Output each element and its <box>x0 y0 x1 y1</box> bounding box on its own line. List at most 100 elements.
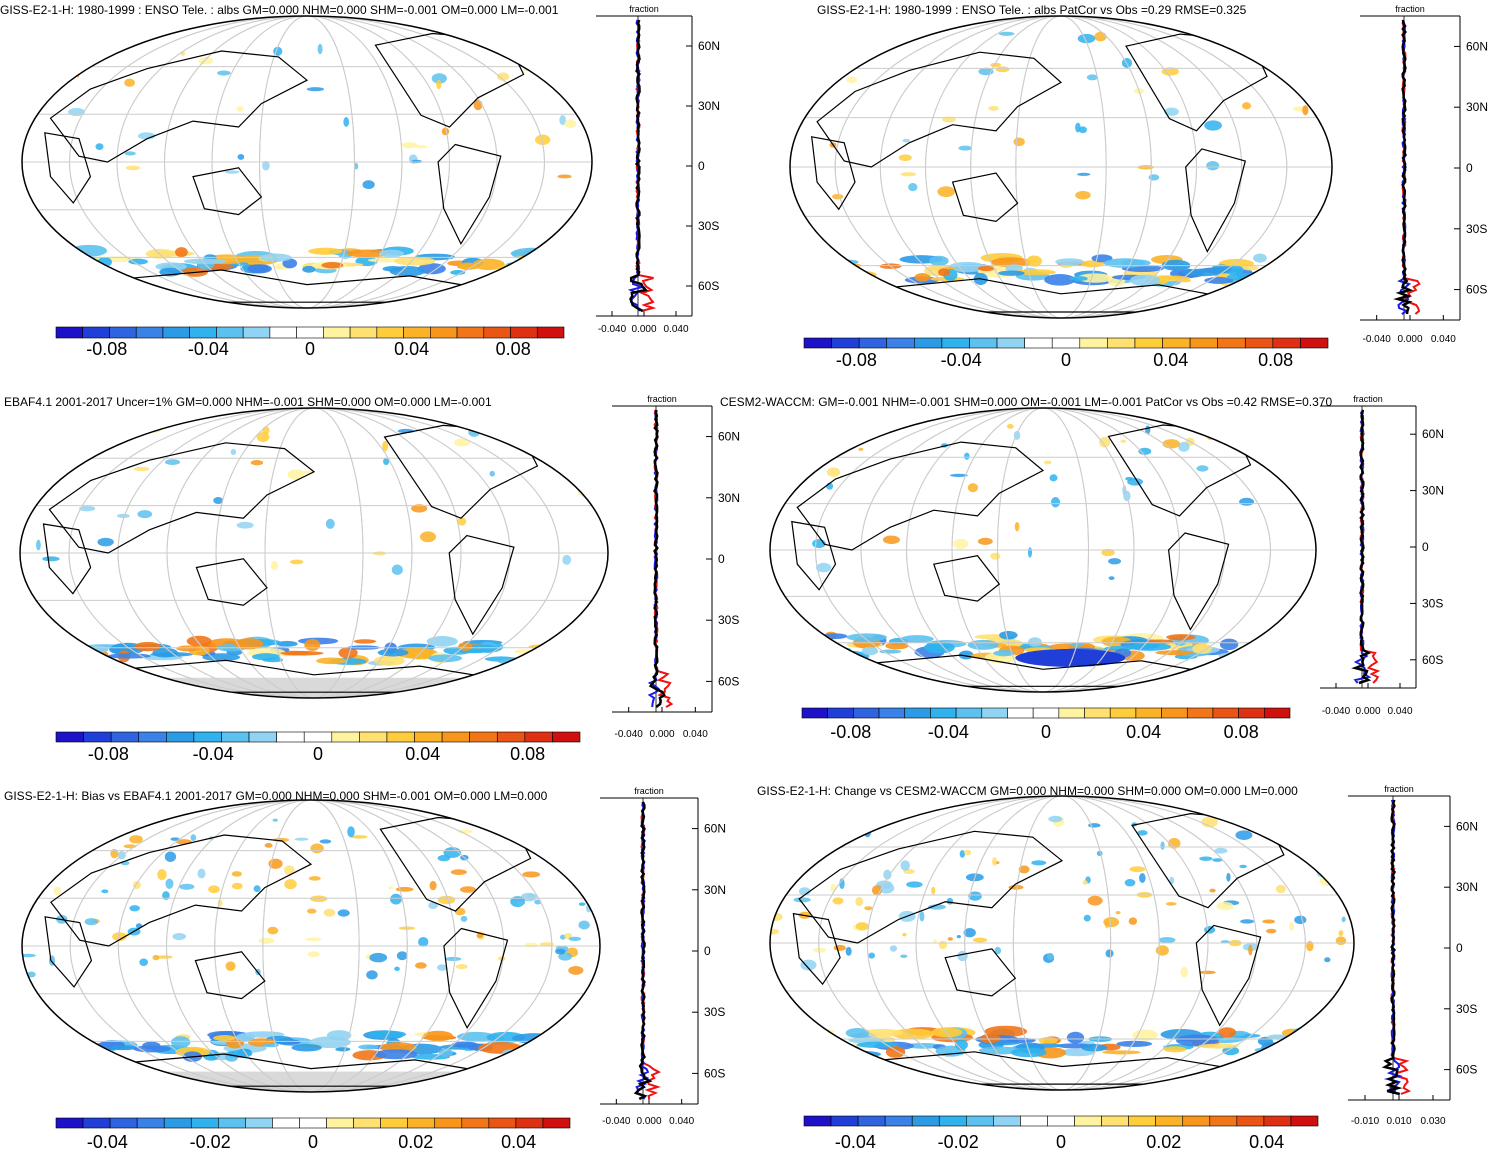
colorbar-segment <box>801 707 828 719</box>
anomaly-patch <box>1242 102 1252 110</box>
anomaly-patch <box>1222 1046 1240 1056</box>
colorbar-segment <box>456 326 485 339</box>
colorbar-segment <box>1209 1115 1238 1127</box>
anomaly-patch <box>396 951 408 961</box>
anomaly-patch <box>1335 936 1347 945</box>
anomaly-patch <box>963 928 976 938</box>
anomaly-patch <box>1066 1031 1085 1044</box>
anomaly-patch <box>535 39 548 49</box>
anomaly-patch <box>528 261 569 267</box>
anomaly-patch <box>1099 436 1111 448</box>
anomaly-patch <box>284 865 295 876</box>
anomaly-patch <box>998 31 1015 36</box>
anomaly-patch <box>1077 33 1096 44</box>
continent-outline <box>887 278 1226 313</box>
anomaly-patch <box>1246 648 1261 654</box>
anomaly-patch <box>458 262 478 270</box>
anomaly-patch <box>110 848 119 859</box>
colorbar-segment <box>515 1117 544 1129</box>
anomaly-patch <box>968 891 982 901</box>
anomaly-patch <box>558 952 572 961</box>
anomaly-patch <box>1160 841 1165 850</box>
colorbar-tick-label: 0.04 <box>1153 350 1188 370</box>
colorbar-tick-label: -0.04 <box>835 1132 876 1150</box>
anomaly-patch <box>1158 936 1176 944</box>
profile-x-tick-label: -0.010 <box>1351 1116 1380 1127</box>
anomaly-patch <box>456 1031 496 1042</box>
anomaly-patch <box>258 937 275 944</box>
anomaly-patch <box>578 902 586 906</box>
anomaly-patch <box>561 1046 593 1053</box>
continent-outline <box>1195 924 1262 1027</box>
anomaly-patch <box>58 648 79 660</box>
anomaly-patch <box>250 460 264 466</box>
colorbar-segment <box>853 707 880 719</box>
anomaly-patch <box>236 1033 255 1042</box>
anomaly-patch <box>1083 914 1091 922</box>
anomaly-patch <box>164 459 181 466</box>
profile-lat-tick-label: 60S <box>698 279 719 293</box>
anomaly-patch <box>67 648 89 657</box>
continent-outline <box>1185 148 1247 253</box>
anomaly-patch <box>528 644 560 649</box>
anomaly-patch <box>1295 633 1316 639</box>
colorbar-segment <box>55 1117 84 1129</box>
panel-2: GISS-E2-1-H: 1980-1999 : ENSO Tele. : al… <box>789 3 1488 370</box>
profile-x-tick-label: 0.000 <box>649 729 674 740</box>
anomaly-patch <box>1219 638 1239 651</box>
continent-outline <box>796 441 1045 551</box>
anomaly-patch <box>70 244 108 257</box>
profile-x-tick-label: 0.000 <box>631 324 656 335</box>
colorbar-segment <box>55 326 84 339</box>
anomaly-patch <box>1055 258 1085 266</box>
anomaly-patch <box>821 60 827 68</box>
anomaly-patch <box>1291 643 1316 652</box>
anomaly-patch <box>437 964 448 971</box>
colorbar-segment <box>166 731 195 743</box>
zonal-profile: fraction -0.040 0.000 0.040 60N 30N 0 30S 60S <box>1360 4 1488 345</box>
colorbar-tick-label: -0.08 <box>86 339 127 359</box>
anomaly-patch <box>787 1029 815 1036</box>
anomaly-patch <box>325 518 335 529</box>
profile-lat-tick-label: 60N <box>698 39 720 53</box>
profile-lat-tick-label: 60S <box>1466 283 1487 297</box>
colorbar: -0.08 -0.04 0 0.04 0.08 <box>803 337 1329 370</box>
anomaly-patch <box>1194 419 1201 430</box>
anomaly-patch <box>1325 1034 1354 1046</box>
anomaly-patch <box>931 886 936 895</box>
anomaly-patch <box>795 643 815 653</box>
continent-outline <box>792 912 841 986</box>
anomaly-patch <box>282 258 298 269</box>
anomaly-patch <box>431 73 447 84</box>
anomaly-patch <box>70 266 84 272</box>
anomaly-patch <box>902 932 907 937</box>
continent-outline <box>791 520 837 591</box>
colorbar-segment <box>1161 707 1188 719</box>
colorbar-segment <box>955 707 983 719</box>
anomaly-patch <box>1286 275 1323 283</box>
colorbar-segment <box>1128 1115 1156 1127</box>
longitude-gridline <box>215 408 413 698</box>
continent-outline <box>125 659 493 693</box>
anomaly-patch <box>914 272 931 282</box>
anomaly-patch <box>233 638 264 650</box>
colorbar-segment <box>1047 1115 1075 1127</box>
anomaly-patch <box>1324 842 1330 846</box>
colorbar-tick-label: 0 <box>1061 350 1071 370</box>
anomaly-patch <box>555 647 595 654</box>
anomaly-patch <box>837 1045 862 1057</box>
anomaly-patch <box>572 1040 599 1046</box>
profile-x-tick-label: -0.040 <box>602 1116 631 1127</box>
anomaly-patch <box>45 53 60 59</box>
anomaly-patch <box>1163 1046 1187 1053</box>
anomaly-patch <box>428 654 463 663</box>
anomaly-patch <box>53 1044 74 1050</box>
colorbar-segment <box>1007 707 1034 719</box>
profile-lat-tick-label: 0 <box>698 159 705 173</box>
continent-outline <box>816 51 1063 168</box>
anomaly-patch <box>343 117 350 127</box>
anomaly-patch <box>559 115 566 126</box>
panel-5: GISS-E2-1-H: Bias vs EBAF4.1 2001-2017 G… <box>4 786 726 1150</box>
anomaly-patch <box>1087 895 1103 906</box>
anomaly-patch <box>1086 74 1099 81</box>
